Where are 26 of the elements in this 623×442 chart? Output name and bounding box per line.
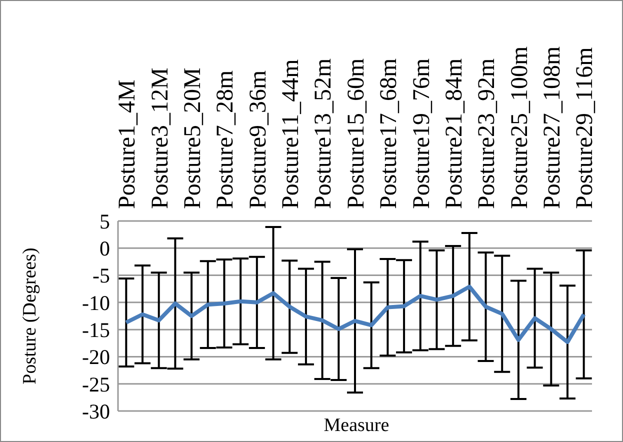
x-tick-label: Posture3_12M	[147, 68, 174, 209]
x-tick-label: Posture11_44m	[278, 58, 304, 209]
x-tick-label: Posture9_36m	[245, 70, 272, 209]
x-tick-label: Posture27_108m	[540, 46, 566, 209]
y-tick-label: -10	[82, 290, 110, 315]
x-tick-label: Posture5_20M	[180, 68, 206, 209]
y-tick-label: -5	[92, 264, 110, 288]
x-tick-label: Posture21_84m	[441, 58, 468, 209]
y-tick-label: -30	[82, 399, 110, 424]
y-tick-label: -15	[82, 318, 110, 342]
y-axis-title: Posture (Degrees)	[20, 248, 41, 384]
y-tick-label: -20	[82, 345, 110, 370]
x-tick-label: Posture1_4M	[114, 80, 141, 209]
y-tick-label: 0	[100, 236, 110, 261]
y-tick-label: 5	[100, 209, 110, 234]
line-series	[124, 284, 586, 344]
x-tick-label: Posture13_52m	[310, 58, 337, 209]
y-tick-label: -25	[82, 372, 110, 396]
x-tick-label: Posture23_92m	[474, 58, 500, 209]
x-tick-label: Posture25_100m	[506, 46, 533, 209]
x-tick-label: Posture29_116m	[572, 46, 598, 209]
x-axis-title: Measure	[324, 415, 390, 436]
x-tick-label: Posture15_60m	[343, 58, 370, 209]
x-tick-label: Posture19_76m	[408, 58, 435, 209]
x-tick-label: Posture17_68m	[376, 58, 402, 209]
x-tick-label: Posture7_28m	[212, 70, 239, 209]
